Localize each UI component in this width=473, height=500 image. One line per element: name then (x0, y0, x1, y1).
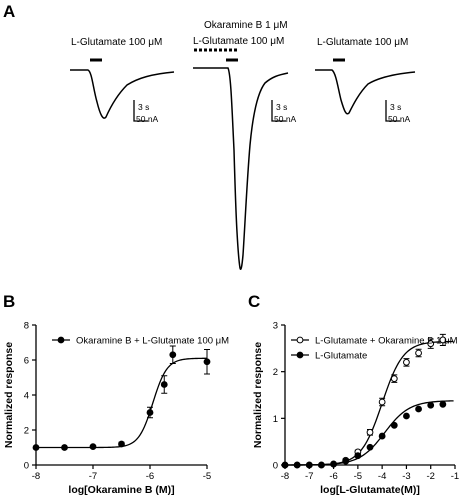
chart-c-data-point (330, 460, 337, 468)
chart-c-legend-label: L-Glutamate + Okaramine B 1 μM (315, 336, 458, 347)
chart-b-y-tick-label: 8 (24, 321, 29, 332)
chart-b-legend-label: Okaramine B + L-Glutamate 100 μM (76, 336, 229, 347)
chart-c-y-axis-label: Normalized response (252, 342, 264, 448)
chart-c-data-point (390, 375, 398, 383)
chart-b-data-point (160, 381, 168, 388)
panel-c-chart: -8 -7 -6 -5 -4 -3 -2 -1 0 1 2 3 log[L-Glutamate(M)] N… (252, 321, 459, 497)
trace-2-current-trace (193, 67, 289, 270)
chart-c-data-point (439, 336, 447, 344)
chart-b-y-tick-label: 6 (24, 356, 29, 367)
trace-2-label-glutamate: L-Glutamate 100 μM (193, 36, 284, 47)
chart-c-x-axis-label: log[L-Glutamate(M)] (320, 484, 420, 496)
chart-b-y-axis-label: Normalized response (3, 342, 15, 448)
trace-1-scale-current: 50 nA (136, 114, 159, 124)
chart-c-data-point (427, 340, 435, 348)
chart-c-data-point (342, 457, 350, 465)
chart-b-data-point (169, 351, 177, 359)
chart-c-x-tick-label: -2 (426, 471, 434, 482)
chart-c-data-point (390, 421, 398, 429)
chart-b-data-point (32, 444, 40, 451)
chart-c-data-point (415, 405, 422, 413)
panel-b-chart: -8 -7 -6 -5 0 2 4 6 8 log[Okaramine B (M)] Normali… (3, 321, 229, 497)
trace-3-scale-time: 3 s (390, 102, 401, 112)
chart-b-data-point (203, 358, 211, 366)
chart-c-data-point (427, 401, 435, 409)
chart-b-y-tick-label: 0 (24, 461, 29, 472)
trace-3-current-trace (315, 69, 416, 115)
chart-c-y-tick-label: 0 (273, 461, 278, 472)
chart-b-x-tick-label: -8 (32, 471, 40, 482)
trace-1-current-trace (70, 69, 175, 119)
chart-b-x-tick-label: -6 (146, 471, 154, 482)
trace-2-label-okaramine: Okaramine B 1 μM (204, 20, 288, 31)
chart-c-data-point (378, 398, 386, 406)
trace-3-label: L-Glutamate 100 μM (317, 37, 408, 48)
trace-1: L-Glutamate 100 μM 3 s 50 nA (70, 37, 175, 124)
chart-b-data-point (118, 440, 125, 448)
chart-c-x-tick-label: -4 (378, 471, 386, 482)
chart-b-y-tick-label: 4 (24, 391, 29, 402)
chart-c-data-point (366, 428, 374, 436)
chart-c-legend-label: L-Glutamate (315, 351, 367, 362)
chart-c-legend-marker (296, 336, 304, 344)
chart-c-data-point (415, 349, 422, 357)
chart-c-data-point (439, 400, 447, 408)
chart-c-data-point (354, 452, 362, 460)
chart-b-x-axis-label: log[Okaramine B (M)] (68, 484, 174, 496)
chart-c-data-point (293, 461, 301, 469)
chart-b-data-point (146, 409, 154, 416)
chart-b-legend-marker (57, 336, 65, 344)
chart-c-data-point (318, 461, 325, 469)
chart-c-data-point (403, 412, 410, 420)
chart-b-fit-curve (36, 357, 208, 449)
chart-c-x-tick-label: -5 (354, 471, 362, 482)
chart-c-legend-marker (296, 351, 304, 359)
chart-b-data-point (89, 443, 97, 451)
chart-c-x-tick-label: -1 (451, 471, 459, 482)
trace-1-label: L-Glutamate 100 μM (71, 37, 162, 48)
chart-b-x-tick-label: -5 (203, 471, 211, 482)
chart-c-data-point (305, 461, 313, 469)
trace-3: L-Glutamate 100 μM 3 s 50 nA (315, 37, 416, 124)
trace-1-scale-time: 3 s (138, 102, 149, 112)
trace-2-scale-time: 3 s (276, 102, 287, 112)
chart-c-x-tick-label: -3 (402, 471, 410, 482)
panel-label-c: C (248, 292, 260, 311)
trace-2-scale-bar (271, 100, 286, 122)
chart-c-data-point (403, 358, 410, 366)
chart-c-x-tick-label: -7 (305, 471, 313, 482)
panel-a-traces: L-Glutamate 100 μM 3 s 50 nA Okaramine B… (70, 20, 416, 270)
chart-c-data-point (378, 432, 386, 440)
chart-c-data-point (366, 443, 374, 451)
panel-label-a: A (3, 2, 15, 21)
trace-3-scale-bar (385, 100, 400, 122)
chart-c-x-tick-label: -8 (281, 471, 289, 482)
chart-b-y-tick-label: 2 (24, 426, 29, 437)
chart-c-y-tick-label: 2 (273, 367, 278, 378)
chart-b-data-point (61, 444, 68, 451)
trace-3-scale-current: 50 nA (388, 114, 411, 124)
trace-2-scale-current: 50 nA (274, 114, 297, 124)
chart-c-y-tick-label: 1 (273, 414, 278, 425)
trace-1-scale-bar (133, 100, 148, 122)
chart-b-x-tick-label: -7 (89, 471, 97, 482)
panel-label-b: B (3, 292, 15, 311)
chart-c-x-tick-label: -6 (329, 471, 337, 482)
chart-c-data-point (281, 461, 289, 469)
trace-2: Okaramine B 1 μM L-Glutamate 100 μM 3 s … (193, 20, 297, 270)
chart-c-y-tick-label: 3 (273, 321, 278, 332)
